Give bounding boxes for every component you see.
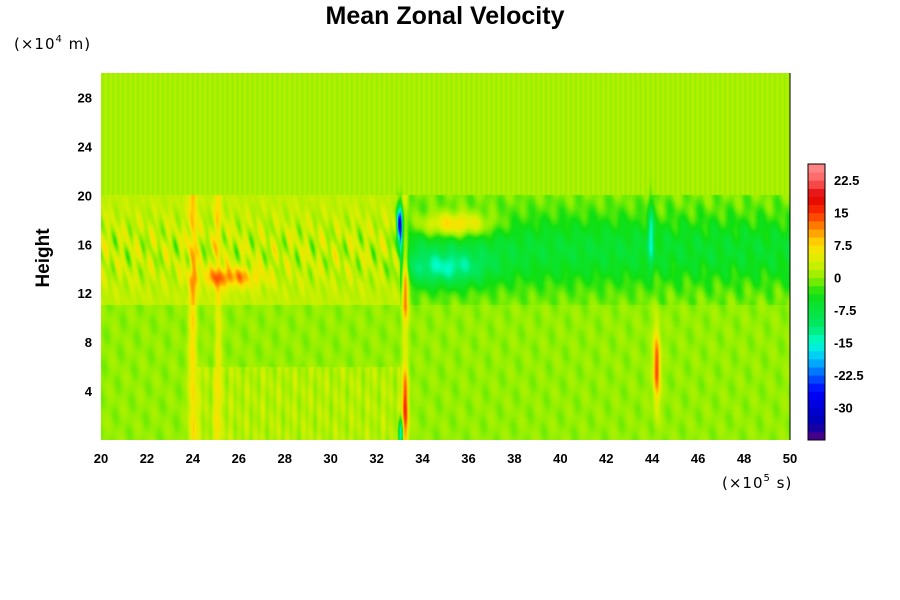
colorbar-swatch <box>808 318 825 327</box>
colorbar <box>807 163 826 441</box>
x-tick-label: 28 <box>277 451 291 466</box>
colorbar-swatch <box>808 302 825 311</box>
y-tick-label: 24 <box>78 139 93 154</box>
colorbar-tick-label: -30 <box>834 401 853 416</box>
colorbar-frame <box>807 163 826 441</box>
y-axis-label: Height <box>33 228 54 288</box>
colorbar-tick-label: 22.5 <box>834 173 859 188</box>
x-tick-label: 22 <box>140 451 154 466</box>
colorbar-swatch <box>808 423 825 433</box>
colorbar-swatch <box>808 375 825 384</box>
x-tick-label: 26 <box>232 451 246 466</box>
colorbar-swatch <box>808 293 825 303</box>
colorbar-swatch <box>808 237 825 246</box>
x-tick-label: 40 <box>553 451 567 466</box>
colorbar-swatch <box>808 285 825 295</box>
colorbar-swatch <box>808 383 825 392</box>
colorbar-swatch <box>808 310 825 319</box>
colorbar-swatch <box>808 391 825 400</box>
y-axis-ticks: 4 8 12 16 20 24 28 <box>78 90 93 399</box>
colorbar-tick-label: 15 <box>834 206 848 221</box>
y-tick-label: 4 <box>85 384 93 399</box>
colorbar-swatch <box>808 269 825 279</box>
colorbar-swatch <box>808 366 825 376</box>
y-tick-label: 28 <box>78 90 92 105</box>
colorbar-tick-label: -7.5 <box>834 303 856 318</box>
x-tick-label: 24 <box>186 451 201 466</box>
y-tick-label: 8 <box>85 335 92 350</box>
colorbar-swatch <box>808 220 825 230</box>
colorbar-swatch <box>808 358 825 368</box>
colorbar-swatch <box>808 172 825 181</box>
colorbar-tick-label: -22.5 <box>834 368 864 383</box>
x-tick-label: 50 <box>783 451 797 466</box>
x-unit-label: (×105 s) <box>722 473 792 492</box>
heatmap-plot-area <box>101 73 791 440</box>
x-tick-label: 46 <box>691 451 705 466</box>
colorbar-tick-labels: 22.5 15 7.5 0 -7.5 -15 -22.5 -30 <box>834 173 864 415</box>
colorbar-swatch <box>808 407 825 417</box>
x-tick-label: 20 <box>94 451 108 466</box>
colorbar-swatch <box>808 204 825 214</box>
colorbar-swatch <box>808 350 825 360</box>
colorbar-swatch <box>808 188 825 197</box>
x-tick-label: 32 <box>369 451 383 466</box>
x-tick-label: 44 <box>645 451 660 466</box>
colorbar-swatch <box>808 245 825 254</box>
x-tick-label: 42 <box>599 451 613 466</box>
colorbar-tick-label: 0 <box>834 271 841 286</box>
colorbar-swatch <box>808 228 825 238</box>
colorbar-swatch <box>808 415 825 425</box>
x-tick-label: 38 <box>507 451 521 466</box>
colorbar-swatch <box>808 334 825 344</box>
colorbar-swatch <box>808 261 825 271</box>
colorbar-swatch <box>808 431 825 441</box>
x-tick-label: 34 <box>415 451 430 466</box>
colorbar-swatch <box>808 196 825 206</box>
colorbar-tick-label: 7.5 <box>834 238 852 253</box>
y-tick-label: 12 <box>78 286 92 301</box>
colorbar-swatch <box>808 164 825 173</box>
chart-title: Mean Zonal Velocity <box>326 2 565 30</box>
y-tick-label: 20 <box>78 188 92 203</box>
x-tick-label: 48 <box>737 451 751 466</box>
colorbar-swatch <box>808 326 825 335</box>
colorbar-swatch <box>808 212 825 222</box>
heatmap-image <box>101 73 790 440</box>
colorbar-swatch <box>808 180 825 189</box>
x-tick-label: 36 <box>461 451 475 466</box>
colorbar-tick-label: -15 <box>834 336 853 351</box>
x-tick-label: 30 <box>323 451 337 466</box>
colorbar-swatch <box>808 342 825 352</box>
y-unit-label: (×104 m) <box>14 34 91 53</box>
x-axis-ticks: 20 22 24 26 28 30 32 34 36 38 40 42 44 46 48 50 <box>94 451 797 466</box>
colorbar-swatch <box>808 277 825 287</box>
colorbar-swatch <box>808 399 825 409</box>
colorbar-swatch <box>808 253 825 262</box>
y-tick-label: 16 <box>78 237 92 252</box>
